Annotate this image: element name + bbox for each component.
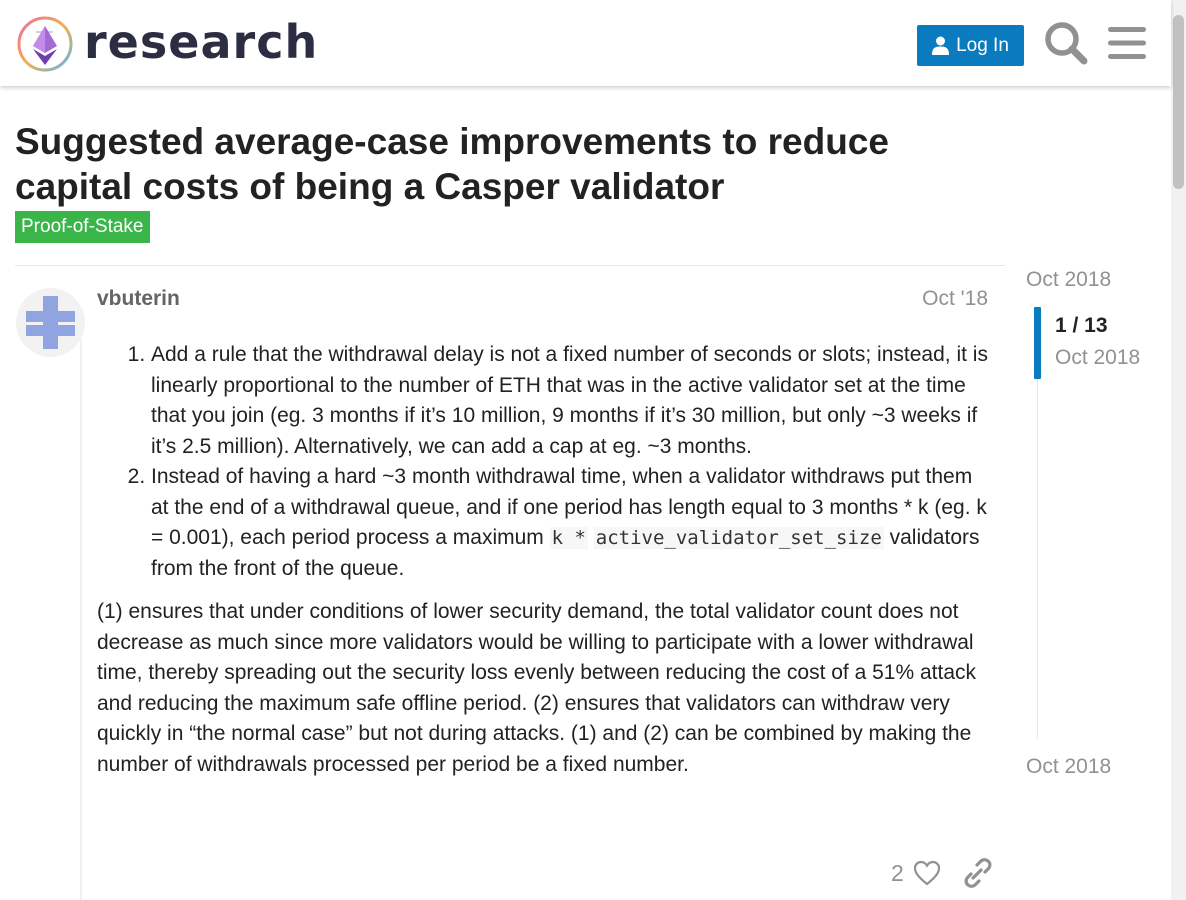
user-icon (932, 36, 950, 55)
category-badge[interactable]: Proof-of-Stake (15, 211, 150, 243)
post-date[interactable]: Oct '18 (922, 287, 988, 310)
avatar[interactable] (16, 288, 85, 357)
topic-title[interactable]: Suggested average-case improvements to r… (15, 121, 889, 207)
post-body: Add a rule that the withdrawal delay is … (97, 340, 992, 780)
login-button[interactable]: Log In (917, 25, 1024, 66)
inline-code: active_validator_set_size (593, 527, 884, 549)
list-item-text: Add a rule that the withdrawal delay is … (151, 343, 988, 458)
link-icon[interactable] (962, 857, 992, 889)
timeline-track[interactable] (1037, 307, 1038, 739)
timeline-start-date[interactable]: Oct 2018 (1026, 268, 1112, 291)
login-button-label: Log In (956, 34, 1009, 56)
post-left-border (80, 340, 82, 900)
logo-icon[interactable] (16, 15, 74, 73)
site-header: research Log In (0, 0, 1171, 86)
list-item-text: validators from the front of the queue. (151, 526, 980, 580)
heart-icon (913, 860, 940, 886)
list-item: Instead of having a hard ~3 month withdr… (151, 462, 992, 584)
list-item: Add a rule that the withdrawal delay is … (151, 340, 992, 462)
post-paragraph: (1) ensures that under conditions of low… (97, 600, 976, 776)
list-item-text: Instead of having a hard ~3 month withdr… (151, 465, 987, 549)
title-divider (15, 265, 1005, 266)
hamburger-menu-icon[interactable] (1104, 20, 1150, 66)
timeline-handle[interactable] (1034, 307, 1041, 379)
scrollbar-thumb[interactable] (1173, 15, 1184, 189)
like-button[interactable]: 2 (891, 855, 941, 891)
timeline-position: 1 / 13 (1055, 314, 1108, 337)
search-icon[interactable] (1043, 20, 1089, 66)
timeline-end-date[interactable]: Oct 2018 (1026, 755, 1112, 778)
like-count: 2 (891, 859, 904, 886)
page-scrollbar[interactable] (1171, 0, 1186, 900)
post-author[interactable]: vbuterin (97, 287, 180, 310)
site-brand[interactable]: research (84, 15, 319, 69)
inline-code: k * (549, 527, 588, 549)
timeline-position-date: Oct 2018 (1055, 346, 1141, 369)
post-list: Add a rule that the withdrawal delay is … (97, 340, 992, 584)
